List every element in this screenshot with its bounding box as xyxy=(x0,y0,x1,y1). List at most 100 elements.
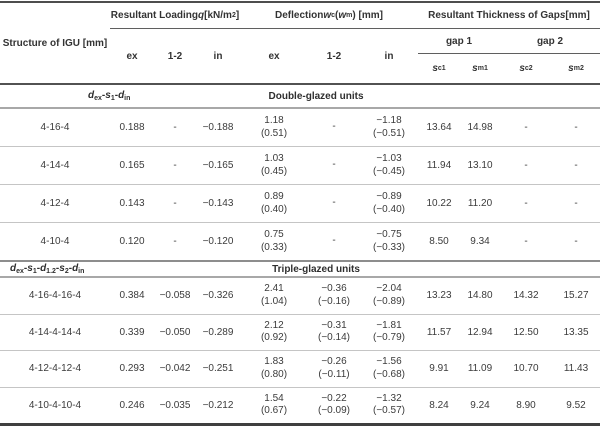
deflection-mean-value: (0.67) xyxy=(260,405,288,417)
loading-value-cell: 0.293 xyxy=(119,363,145,375)
loading-value-cell: - xyxy=(173,198,177,209)
deflection-mean-value: (−0.40) xyxy=(373,203,405,215)
deflection-characteristic-value: −2.04 xyxy=(376,283,402,295)
loading-value-cell: 0.188 xyxy=(119,122,145,133)
deflection-value-cell: - xyxy=(308,109,360,146)
table-row: 4-14-4 0.165 - −0.165 1.03 (0.45) - −1.03 (−0.45… xyxy=(0,147,600,185)
triple-glazed-section: dex-s1-d1.2-s2-din Triple-glazed units 4… xyxy=(0,260,600,423)
section-structure-formula: dex-s1-d1.2-s2-din xyxy=(10,263,85,275)
deflection-characteristic-value: 2.41 xyxy=(264,283,284,295)
igu-structure-cell: 4-12-4-12-4 xyxy=(28,363,82,375)
section-rows: 4-16-4 0.188 - −0.188 1.18 (0.51) - −1.18 (−0.51… xyxy=(0,109,600,260)
deflection-mean-value: (−0.45) xyxy=(373,165,405,177)
deflection-value-cell: −0.75 (−0.33) xyxy=(360,223,418,260)
deflection-mean-value: (1.04) xyxy=(260,295,288,307)
deflection-characteristic-value: 1.03 xyxy=(264,153,284,164)
deflection-mean-value: (−0.16) xyxy=(318,295,350,307)
section-title: Triple-glazed units xyxy=(272,263,360,275)
deflection-value-cell: 0.75 (0.33) xyxy=(240,223,308,260)
loading-subheader-in: in xyxy=(213,50,223,62)
gap-thickness-cell: 14.98 xyxy=(467,122,493,133)
gap-thickness-cell: 13.10 xyxy=(467,160,493,171)
deflection-characteristic-value: −1.03 xyxy=(376,153,402,164)
gap-thickness-cell: 11.57 xyxy=(426,326,452,338)
deflection-value-cell: 0.89 (0.40) xyxy=(240,185,308,222)
gap-thickness-cell: 13.23 xyxy=(426,290,452,302)
deflection-mean-value: (0.45) xyxy=(260,165,288,177)
gap-thickness-cell: 9.91 xyxy=(429,363,449,375)
section-title: Double-glazed units xyxy=(268,90,364,102)
gap-thickness-cell: 8.24 xyxy=(429,399,449,411)
igu-structure-cell: 4-10-4 xyxy=(40,236,70,247)
deflection-value-cell: −0.26 (−0.11) xyxy=(308,351,360,387)
deflection-value-cell: - xyxy=(308,147,360,184)
deflection-mean-value: (−0.09) xyxy=(318,405,350,417)
deflection-characteristic-value: 1.83 xyxy=(264,356,284,368)
gap-thickness-cell: 9.24 xyxy=(470,399,490,411)
deflection-value-cell: −0.22 (−0.09) xyxy=(308,388,360,424)
deflection-characteristic-value: - xyxy=(332,159,336,171)
loading-subheader-ex: ex xyxy=(126,50,138,62)
deflection-mean-value: (0.40) xyxy=(260,203,288,215)
section-rows: 4-16-4-16-4 0.384 −0.058 −0.326 2.41 (1.04) −0… xyxy=(0,278,600,423)
s-c1-subheader: s c1 xyxy=(432,63,446,74)
table-row: 4-10-4-10-4 0.246 −0.035 −0.212 1.54 (0.67) −0… xyxy=(0,388,600,424)
deflection-characteristic-value: 0.89 xyxy=(264,191,284,202)
loading-value-cell: 0.143 xyxy=(119,198,145,209)
gap-thickness-cell: 11.43 xyxy=(563,363,589,375)
table-row: 4-10-4 0.120 - −0.120 0.75 (0.33) - −0.75 (−0.33… xyxy=(0,223,600,260)
section-row: dex-s1-d1.2-s2-din Triple-glazed units xyxy=(0,262,600,278)
igu-structure-cell: 4-12-4 xyxy=(40,198,70,209)
deflection-mean-value: (−0.68) xyxy=(373,368,405,380)
loading-value-cell: −0.050 xyxy=(159,326,191,338)
loading-value-cell: −0.326 xyxy=(202,290,234,302)
igu-structure-cell: 4-16-4-16-4 xyxy=(28,290,82,302)
gap-thickness-cell: 9.34 xyxy=(470,236,490,247)
gap-thickness-cell: 8.90 xyxy=(516,399,536,411)
gap-thickness-cell: 12.94 xyxy=(467,326,493,338)
deflection-mean-value: (−0.14) xyxy=(318,332,350,344)
deflection-mean-value: (0.33) xyxy=(260,241,288,253)
gap-thickness-cell: 8.50 xyxy=(429,236,449,247)
deflection-mean-value: (0.80) xyxy=(260,368,288,380)
deflection-mean-value: (−0.57) xyxy=(373,405,405,417)
gap-thickness-cell: - xyxy=(524,122,528,133)
deflection-mean-value: (0.92) xyxy=(260,332,288,344)
loading-value-cell: −0.289 xyxy=(202,326,234,338)
gap-thickness-cell: 12.50 xyxy=(513,326,539,338)
deflection-characteristic-value: 1.18 xyxy=(264,115,284,126)
deflection-characteristic-value: - xyxy=(332,235,336,247)
table-header: Structure of IGU [mm] Resultant Loading … xyxy=(0,3,600,85)
deflection-value-cell: 1.83 (0.80) xyxy=(240,351,308,387)
loading-value-cell: −0.120 xyxy=(202,236,234,247)
deflection-subheader-in: in xyxy=(384,50,394,62)
loading-value-cell: −0.165 xyxy=(202,160,234,171)
deflection-value-cell: −1.81 (−0.79) xyxy=(360,315,418,351)
thickness-group-header: Resultant Thickness of Gap s [mm] xyxy=(418,3,600,29)
deflection-value-cell: - xyxy=(308,185,360,222)
gap-thickness-cell: - xyxy=(524,236,528,247)
table-row: 4-16-4 0.188 - −0.188 1.18 (0.51) - −1.18 (−0.51… xyxy=(0,109,600,147)
s-m2-subheader: s m2 xyxy=(568,63,584,74)
double-glazed-section: dex-s1-din Double-glazed units 4-16-4 0.1… xyxy=(0,85,600,260)
gap2-header: gap 2 xyxy=(500,29,600,54)
loading-value-cell: −0.251 xyxy=(202,363,234,375)
table-row: 4-12-4-12-4 0.293 −0.042 −0.251 1.83 (0.80) −0… xyxy=(0,351,600,388)
loading-value-cell: - xyxy=(173,236,177,247)
deflection-characteristic-value: −1.32 xyxy=(376,392,402,404)
gap-thickness-cell: - xyxy=(574,122,578,133)
deflection-value-cell: −1.56 (−0.68) xyxy=(360,351,418,387)
deflection-characteristic-value: - xyxy=(332,197,336,209)
deflection-value-cell: −2.04 (−0.89) xyxy=(360,278,418,314)
deflection-characteristic-value: −0.26 xyxy=(321,356,347,368)
deflection-value-cell: −1.18 (−0.51) xyxy=(360,109,418,146)
deflection-characteristic-value: −1.56 xyxy=(376,356,402,368)
table-row: 4-16-4-16-4 0.384 −0.058 −0.326 2.41 (1.04) −0… xyxy=(0,278,600,315)
s-m1-subheader: s m1 xyxy=(472,63,488,74)
gap-thickness-cell: 14.80 xyxy=(467,290,493,302)
deflection-value-cell: −0.31 (−0.14) xyxy=(308,315,360,351)
deflection-characteristic-value: −0.75 xyxy=(376,229,402,240)
section-row: dex-s1-din Double-glazed units xyxy=(0,85,600,109)
loading-value-cell: −0.058 xyxy=(159,290,191,302)
